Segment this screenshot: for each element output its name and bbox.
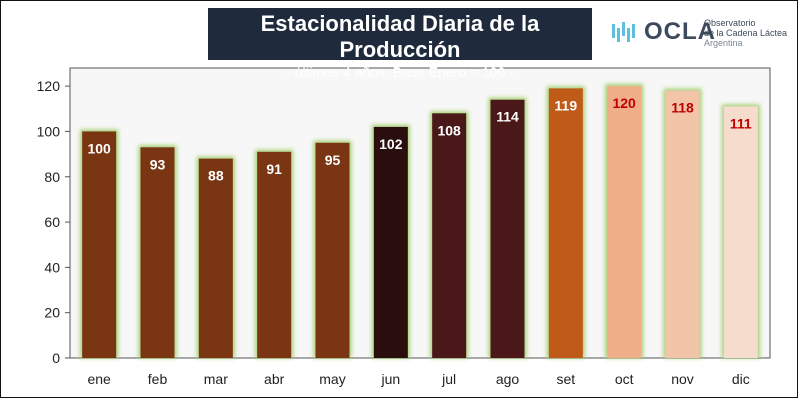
- bar-value-label: 111: [730, 116, 752, 132]
- bar: [373, 126, 408, 358]
- x-tick-label: abr: [264, 371, 285, 387]
- x-tick-label: may: [319, 371, 345, 387]
- bar-value-label: 100: [87, 140, 111, 156]
- bar-value-label: 102: [379, 136, 403, 152]
- bar-value-label: 93: [150, 156, 166, 172]
- x-axis: ene feb mar abr may jun jul ago set oct nov dic: [87, 371, 749, 387]
- ocla-logo: OCLA Observatorio de la Cadena Láctea Ar…: [610, 14, 790, 58]
- bar-value-label: 114: [496, 109, 519, 125]
- logo-line-1: Observatorio: [704, 18, 756, 28]
- bar: [432, 113, 467, 358]
- bar: [548, 88, 583, 358]
- x-tick-label: jul: [441, 371, 456, 387]
- bar: [665, 90, 700, 358]
- ocla-wave-icon: [612, 22, 635, 42]
- y-tick-label: 60: [44, 214, 60, 230]
- y-tick-label: 40: [44, 259, 60, 275]
- y-tick-label: 0: [52, 350, 60, 366]
- bar-value-label: 120: [612, 95, 636, 111]
- bar: [723, 106, 758, 358]
- x-tick-label: nov: [671, 371, 694, 387]
- chart-title: Estacionalidad Diaria de la Producción: [260, 11, 540, 62]
- bars-group: 100 93 88 91 95 102 108 114 119 120 118 111: [80, 84, 760, 358]
- x-tick-label: mar: [204, 371, 228, 387]
- bar: [490, 99, 525, 358]
- x-tick-label: dic: [732, 371, 750, 387]
- y-tick-label: 80: [44, 169, 60, 185]
- bar-value-label: 91: [266, 161, 282, 177]
- y-tick-label: 100: [37, 123, 61, 139]
- plot-area: [69, 67, 771, 359]
- y-axis: 0 20 40 60 80 100 120: [37, 78, 70, 366]
- x-tick-label: oct: [615, 371, 634, 387]
- x-tick-label: set: [556, 371, 575, 387]
- bar-value-label: 119: [555, 97, 578, 113]
- bar-value-label: 118: [671, 100, 694, 116]
- bar: [82, 131, 117, 358]
- logo-line-3: Argentina: [704, 38, 743, 48]
- logo-word: OCLA: [644, 18, 716, 45]
- bar-value-label: 108: [437, 122, 461, 138]
- y-tick-label: 20: [44, 305, 60, 321]
- title-box: Estacionalidad Diaria de la Producción -…: [208, 8, 592, 80]
- x-tick-label: ago: [496, 371, 520, 387]
- bar: [315, 142, 350, 358]
- chart-subtitle: - últimos 4 años, Base Enero = 100 -: [286, 64, 514, 80]
- bar: [198, 158, 233, 358]
- x-tick-label: ene: [87, 371, 111, 387]
- bar: [140, 147, 175, 358]
- logo-text: Observatorio de la Cadena Láctea Argenti…: [704, 18, 787, 48]
- bar: [607, 86, 642, 358]
- y-tick-label: 120: [37, 78, 61, 94]
- x-tick-label: feb: [148, 371, 168, 387]
- x-tick-label: jun: [380, 371, 400, 387]
- logo-line-2: de la Cadena Láctea: [704, 28, 788, 38]
- bar-value-label: 88: [208, 168, 224, 184]
- bar-value-label: 95: [325, 152, 341, 168]
- bar: [257, 151, 292, 358]
